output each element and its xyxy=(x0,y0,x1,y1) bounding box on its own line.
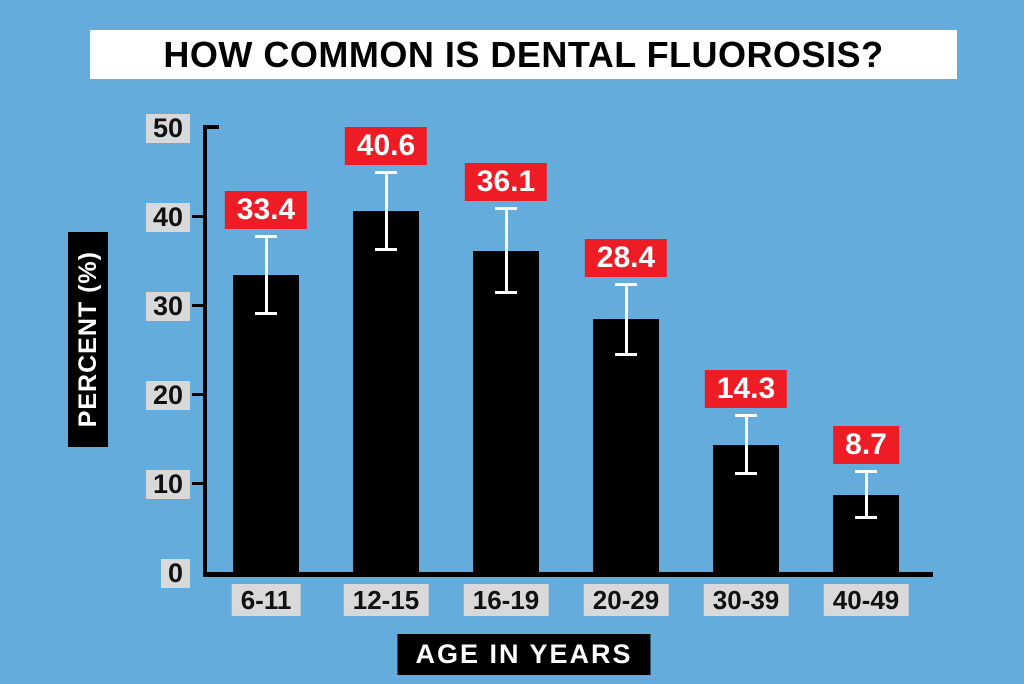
error-bar xyxy=(864,470,868,520)
bar-value-label: 33.4 xyxy=(224,190,308,229)
x-tick-label: 40-49 xyxy=(823,584,909,616)
y-tick-mark xyxy=(192,393,203,396)
error-bar-top-cap xyxy=(495,207,517,211)
bar-value-label: 36.1 xyxy=(464,163,548,202)
y-tick-mark xyxy=(192,482,203,485)
error-bar-bottom-cap xyxy=(495,291,517,295)
error-bar-top-cap xyxy=(735,414,757,418)
error-bar xyxy=(264,234,268,315)
bar xyxy=(353,210,419,572)
y-axis-title-text: PERCENT (%) xyxy=(73,251,102,428)
y-axis-line xyxy=(203,125,207,577)
y-tick-label: 20 xyxy=(145,381,190,410)
bar-value-label: 40.6 xyxy=(344,126,428,165)
error-bar xyxy=(504,207,508,295)
y-tick-label: 40 xyxy=(145,203,190,232)
x-axis-title-text: AGE IN YEARS xyxy=(415,639,633,669)
y-axis-title: PERCENT (%) xyxy=(68,232,108,447)
y-tick-label: 0 xyxy=(160,559,190,588)
x-tick-label: 6-11 xyxy=(231,584,301,616)
error-bar-bottom-cap xyxy=(735,471,757,475)
x-tick-label: 20-29 xyxy=(583,584,669,616)
error-bar-bottom-cap xyxy=(615,352,637,356)
y-tick-label: 30 xyxy=(145,292,190,321)
bar-value-label: 14.3 xyxy=(704,370,788,409)
error-bar xyxy=(744,414,748,475)
x-tick-label: 12-15 xyxy=(343,584,429,616)
error-bar-top-cap xyxy=(615,282,637,286)
error-bar-top-cap xyxy=(375,170,397,174)
error-bar-bottom-cap xyxy=(375,247,397,251)
y-tick-mark xyxy=(192,304,203,307)
y-tick-label: 10 xyxy=(145,470,190,499)
chart-title: HOW COMMON IS DENTAL FLUOROSIS? xyxy=(90,30,957,79)
y-tick-label: 50 xyxy=(145,114,190,143)
error-bar-top-cap xyxy=(255,234,277,238)
error-bar xyxy=(384,170,388,251)
bar-value-label: 8.7 xyxy=(833,426,899,465)
x-tick-label: 30-39 xyxy=(703,584,789,616)
x-axis-line xyxy=(203,572,933,577)
y-tick-mark xyxy=(192,215,203,218)
x-tick-label: 16-19 xyxy=(463,584,549,616)
bar xyxy=(233,274,299,572)
error-bar-bottom-cap xyxy=(855,516,877,520)
bar xyxy=(473,250,539,572)
x-axis-title: AGE IN YEARS xyxy=(397,634,651,675)
chart-title-text: HOW COMMON IS DENTAL FLUOROSIS? xyxy=(163,33,884,75)
error-bar xyxy=(624,282,628,356)
y-axis-top-cap xyxy=(203,125,219,129)
bar xyxy=(593,319,659,572)
error-bar-bottom-cap xyxy=(255,311,277,315)
error-bar-top-cap xyxy=(855,470,877,474)
bar-value-label: 28.4 xyxy=(584,238,668,277)
